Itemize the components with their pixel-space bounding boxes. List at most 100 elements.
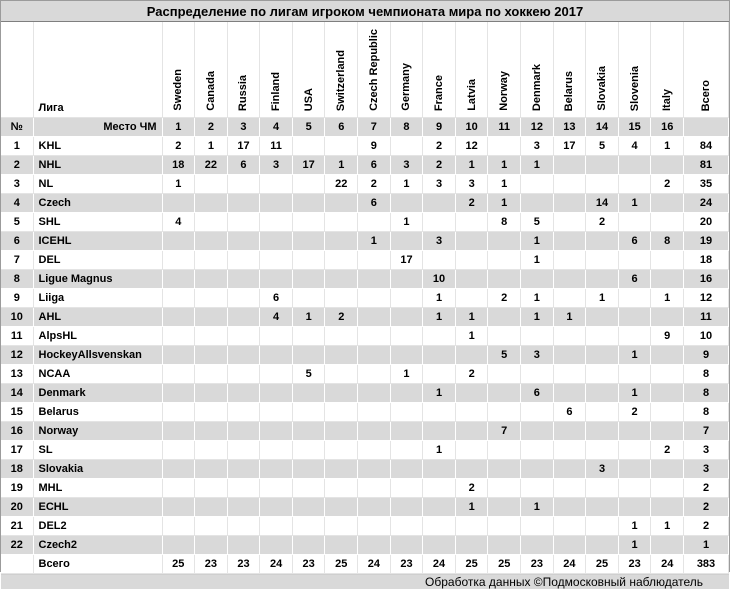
value-cell <box>324 250 359 270</box>
row-total-cell: 20 <box>683 212 729 232</box>
row-number-cell: 21 <box>1 516 34 536</box>
value-cell: 5 <box>585 136 619 156</box>
value-cell <box>324 478 359 498</box>
column-total-cell: 24 <box>357 554 391 574</box>
country-header-label: Canada <box>204 71 217 111</box>
value-cell: 1 <box>455 326 489 346</box>
value-cell <box>227 326 261 346</box>
value-cell <box>292 136 326 156</box>
league-row: 5 SHL 4 1 8 5 2 20 <box>1 212 729 232</box>
value-cell <box>162 364 196 384</box>
value-cell <box>162 307 196 327</box>
value-cell <box>194 250 228 270</box>
value-cell: 1 <box>520 497 554 517</box>
value-cell <box>585 402 619 422</box>
value-cell <box>227 231 261 251</box>
value-cell <box>553 269 587 289</box>
value-cell <box>390 136 424 156</box>
value-cell <box>487 497 522 517</box>
league-name-cell: Denmark <box>33 383 163 403</box>
value-cell <box>259 212 293 232</box>
row-number-cell: 5 <box>1 212 34 232</box>
place-cell: 7 <box>357 117 391 137</box>
row-total-cell: 18 <box>683 250 729 270</box>
value-cell <box>487 231 522 251</box>
league-row: 19 MHL 2 2 <box>1 478 729 498</box>
value-cell: 12 <box>455 136 489 156</box>
value-cell <box>324 345 359 365</box>
value-cell: 5 <box>487 345 522 365</box>
value-cell <box>357 478 391 498</box>
value-cell <box>520 269 554 289</box>
value-cell <box>585 250 619 270</box>
value-cell <box>422 478 456 498</box>
row-total-cell: 2 <box>683 497 729 517</box>
value-cell: 6 <box>618 231 652 251</box>
value-cell: 2 <box>422 155 456 175</box>
country-header: France <box>422 22 456 118</box>
row-number-cell: 18 <box>1 459 34 479</box>
value-cell <box>553 516 587 536</box>
value-cell: 17 <box>553 136 587 156</box>
value-cell <box>194 478 228 498</box>
value-cell: 9 <box>357 136 391 156</box>
value-cell <box>520 516 554 536</box>
value-cell <box>194 516 228 536</box>
row-number-cell: 11 <box>1 326 34 346</box>
value-cell <box>553 497 587 517</box>
value-cell <box>487 383 522 403</box>
value-cell: 3 <box>259 155 293 175</box>
value-cell <box>390 269 424 289</box>
value-cell: 2 <box>650 440 684 460</box>
row-number-cell: 15 <box>1 402 34 422</box>
value-cell <box>650 364 684 384</box>
value-cell: 3 <box>520 345 554 365</box>
value-cell <box>292 497 326 517</box>
value-cell <box>390 402 424 422</box>
value-cell: 2 <box>618 402 652 422</box>
value-cell <box>455 535 489 555</box>
place-cell: 6 <box>324 117 359 137</box>
value-cell <box>487 516 522 536</box>
place-cell: 8 <box>390 117 424 137</box>
value-cell: 2 <box>455 478 489 498</box>
value-cell <box>227 497 261 517</box>
value-cell <box>227 193 261 213</box>
value-cell <box>357 212 391 232</box>
value-cell <box>455 231 489 251</box>
row-total-cell: 12 <box>683 288 729 308</box>
value-cell <box>390 516 424 536</box>
row-number-cell: 13 <box>1 364 34 384</box>
league-name-cell: DEL <box>33 250 163 270</box>
league-row: 9 Liiga 6 1 2 1 1 1 12 <box>1 288 729 308</box>
row-number-cell: 10 <box>1 307 34 327</box>
value-cell <box>194 174 228 194</box>
value-cell: 1 <box>650 288 684 308</box>
value-cell <box>227 174 261 194</box>
column-total-cell: 24 <box>259 554 293 574</box>
value-cell <box>553 535 587 555</box>
value-cell <box>553 421 587 441</box>
row-number-cell: 6 <box>1 231 34 251</box>
league-name-cell: SL <box>33 440 163 460</box>
value-cell <box>455 459 489 479</box>
place-cell: 14 <box>585 117 619 137</box>
value-cell <box>585 440 619 460</box>
value-cell <box>520 459 554 479</box>
value-cell <box>585 345 619 365</box>
value-cell <box>227 269 261 289</box>
row-number-cell: 16 <box>1 421 34 441</box>
value-cell <box>162 383 196 403</box>
value-cell <box>259 193 293 213</box>
place-cell: 5 <box>292 117 326 137</box>
value-cell <box>422 497 456 517</box>
value-cell <box>292 516 326 536</box>
value-cell <box>422 402 456 422</box>
value-cell <box>292 535 326 555</box>
row-number-cell: 12 <box>1 345 34 365</box>
league-name-cell: KHL <box>33 136 163 156</box>
league-name-cell: SHL <box>33 212 163 232</box>
league-row: 13 NCAA 5 1 2 8 <box>1 364 729 384</box>
value-cell: 1 <box>194 136 228 156</box>
country-header: Belarus <box>553 22 587 118</box>
